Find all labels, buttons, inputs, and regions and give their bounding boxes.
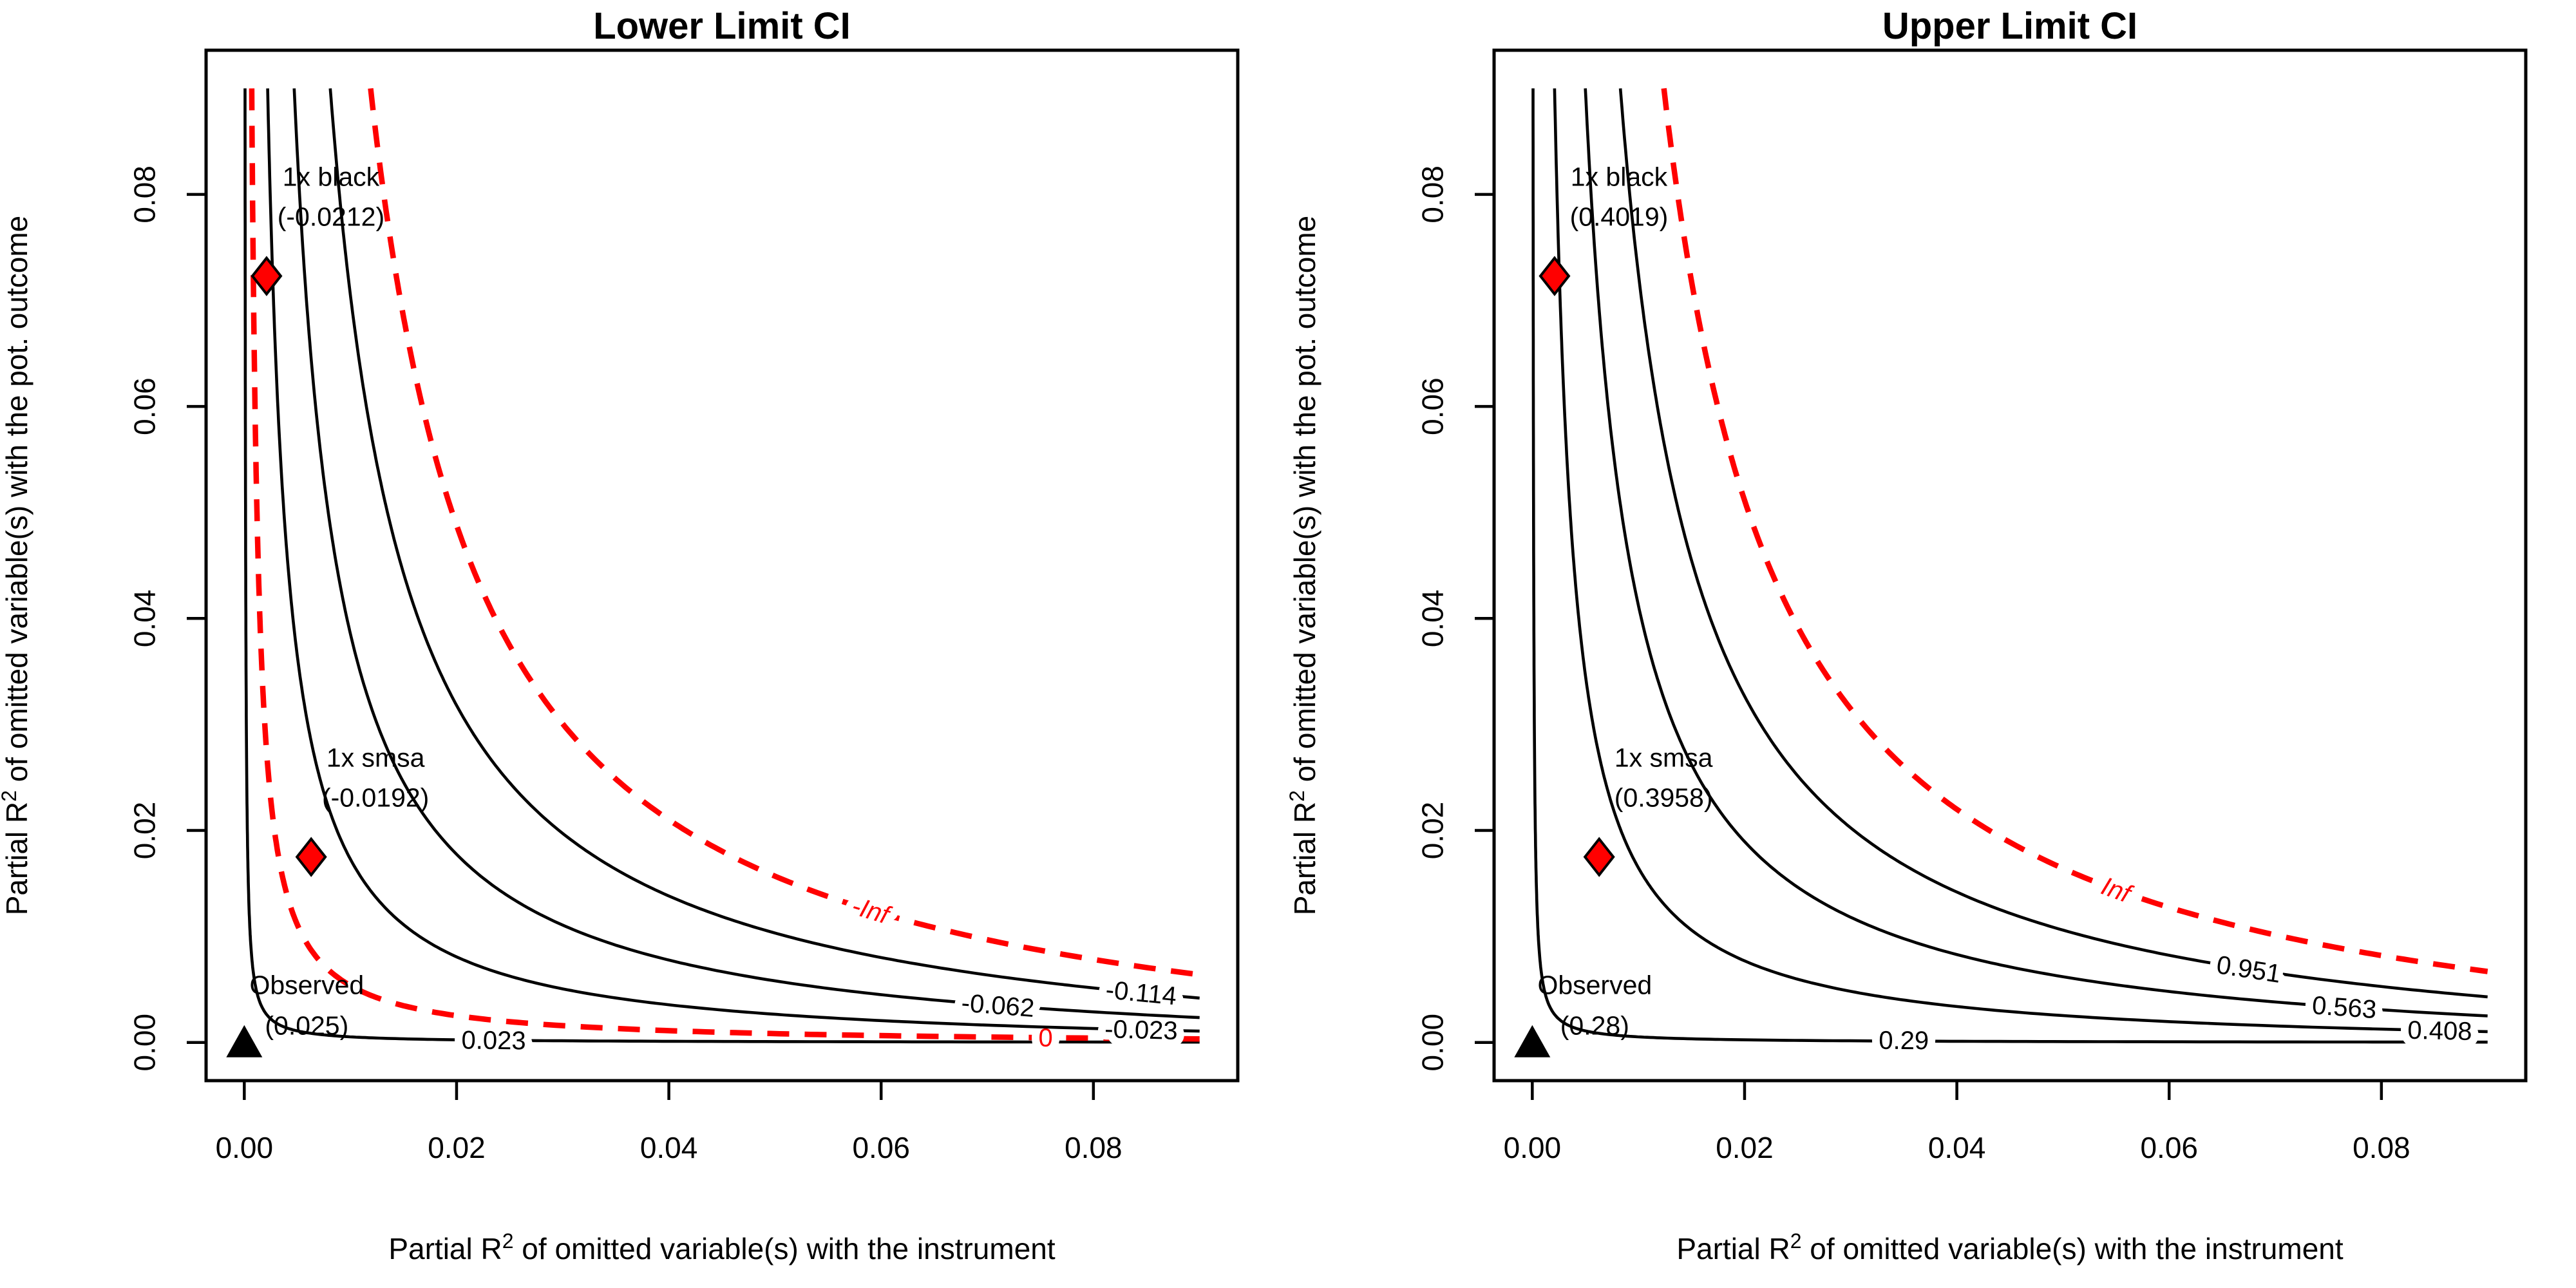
point-label: (0.4019): [1570, 202, 1669, 232]
y-axis-title-prefix: Partial R: [1288, 802, 1321, 915]
contour-line: [243, 88, 1200, 1044]
x-axis-tick-label: 0.06: [2140, 1131, 2198, 1164]
contour-label: 0.408: [2407, 1016, 2472, 1046]
y-axis-title-superscript: 2: [1285, 790, 1309, 802]
contour-label: -0.114: [1104, 976, 1178, 1010]
x-axis-title-suffix: of omitted variable(s) with the instrume…: [1802, 1232, 2344, 1265]
y-axis-tick-label: 0.02: [128, 802, 162, 860]
y-axis-tick-label: 0.06: [128, 377, 162, 435]
y-axis-tick-label: 0.08: [128, 166, 162, 223]
x-axis-tick-label: 0.04: [640, 1131, 698, 1164]
y-axis-tick-label: 0.00: [1416, 1014, 1450, 1072]
panel-lower-limit: Lower Limit CI0.023 0 -0.023-0.062 -0.114-I…: [0, 5, 1240, 1265]
point-label: (-0.0212): [278, 202, 384, 232]
x-axis-title-suffix: of omitted variable(s) with the instrume…: [514, 1232, 1056, 1265]
contour-line: [1531, 88, 2488, 1044]
bound-contour-line: [249, 88, 1200, 1042]
x-axis-tick-label: 0.00: [216, 1131, 274, 1164]
x-axis-tick-label: 0.08: [1065, 1131, 1122, 1164]
point-label: (0.28): [1560, 1011, 1629, 1041]
contour-label: -0.023: [1104, 1015, 1178, 1045]
point-label: 1x black: [1571, 162, 1668, 192]
benchmark-diamond-marker: [295, 837, 327, 877]
x-axis-title-superscript: 2: [1790, 1229, 1802, 1253]
benchmark-diamond-marker: [251, 256, 283, 296]
x-axis-title-prefix: Partial R: [388, 1232, 502, 1265]
x-axis-tick-label: 0.00: [1504, 1131, 1562, 1164]
bound-contour-line: [1661, 88, 2488, 974]
contour-line: [266, 88, 1200, 1033]
x-axis-tick-label: 0.02: [1716, 1131, 1774, 1164]
contour-label: 0.29: [1879, 1027, 1929, 1055]
point-label: 1x smsa: [327, 743, 425, 773]
y-axis-title-prefix: Partial R: [0, 802, 33, 915]
plot-title: Lower Limit CI: [593, 5, 851, 47]
bound-contour-label: -Inf: [849, 892, 895, 931]
point-label: 1x smsa: [1615, 743, 1713, 773]
contour-line: [1553, 88, 2488, 1034]
contour-label: 0.563: [2311, 991, 2378, 1024]
point-label: (0.025): [265, 1011, 348, 1041]
observed-triangle-marker: [1514, 1025, 1551, 1057]
contour-line: [1584, 88, 2488, 1018]
contour-line: [1618, 88, 2488, 999]
y-axis-title: Partial R2 of omitted variable(s) with t…: [0, 216, 33, 916]
bound-contour-line: [368, 88, 1200, 978]
y-axis-title-superscript: 2: [0, 790, 21, 802]
contour-line: [292, 88, 1200, 1019]
y-axis-tick-label: 0.06: [1416, 377, 1450, 435]
plot-box: [1492, 48, 2528, 1083]
contour-label: 0.023: [461, 1026, 526, 1055]
plot-title: Upper Limit CI: [1882, 5, 2137, 47]
x-axis-tick-label: 0.02: [428, 1131, 486, 1164]
point-label: 1x black: [283, 162, 380, 192]
y-axis-tick-label: 0.04: [1416, 590, 1450, 648]
point-label: Observed: [1537, 971, 1652, 1000]
x-axis-title-prefix: Partial R: [1676, 1232, 1790, 1265]
panel-upper-limit: Upper Limit CI 0.29 0.408 0.563 0.951 Inf 0.00…: [1285, 5, 2528, 1265]
observed-triangle-marker: [226, 1025, 263, 1057]
x-axis-tick-label: 0.06: [852, 1131, 910, 1164]
benchmark-diamond-marker: [1583, 837, 1615, 877]
y-axis-title: Partial R2 of omitted variable(s) with t…: [1285, 216, 1321, 916]
x-axis-title-superscript: 2: [502, 1229, 514, 1253]
y-axis-title-suffix: of omitted variable(s) with the pot. out…: [1288, 216, 1321, 790]
contour-label: 0.951: [2215, 951, 2283, 989]
y-axis-title-suffix: of omitted variable(s) with the pot. out…: [0, 216, 33, 790]
x-axis-tick-label: 0.08: [2353, 1131, 2410, 1164]
point-label: Observed: [249, 971, 364, 1000]
bound-contour-label: Inf: [2098, 872, 2136, 909]
y-axis-tick-label: 0.04: [128, 590, 162, 648]
x-axis-tick-label: 0.04: [1928, 1131, 1986, 1164]
point-label: (-0.0192): [322, 783, 429, 813]
x-axis-title: Partial R2 of omitted variable(s) with t…: [388, 1229, 1056, 1265]
x-axis-title: Partial R2 of omitted variable(s) with t…: [1676, 1229, 2344, 1265]
plot-box: [204, 48, 1240, 1083]
contour-line: [328, 88, 1200, 1000]
point-label: (0.3958): [1615, 783, 1713, 813]
benchmark-diamond-marker: [1539, 256, 1571, 296]
y-axis-tick-label: 0.00: [128, 1014, 162, 1072]
y-axis-tick-label: 0.08: [1416, 166, 1450, 223]
contour-label: -0.062: [960, 989, 1035, 1023]
y-axis-tick-label: 0.02: [1416, 802, 1450, 860]
